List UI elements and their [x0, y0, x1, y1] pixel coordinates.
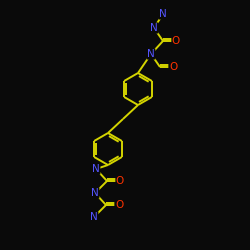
Text: N: N	[150, 23, 158, 33]
Text: O: O	[116, 176, 124, 186]
Text: N: N	[91, 188, 99, 198]
Text: O: O	[115, 200, 123, 210]
Text: N: N	[159, 9, 167, 19]
Text: N: N	[147, 49, 155, 59]
Text: O: O	[172, 36, 180, 46]
Text: O: O	[169, 62, 177, 72]
Text: N: N	[90, 212, 98, 222]
Text: N: N	[92, 164, 100, 174]
